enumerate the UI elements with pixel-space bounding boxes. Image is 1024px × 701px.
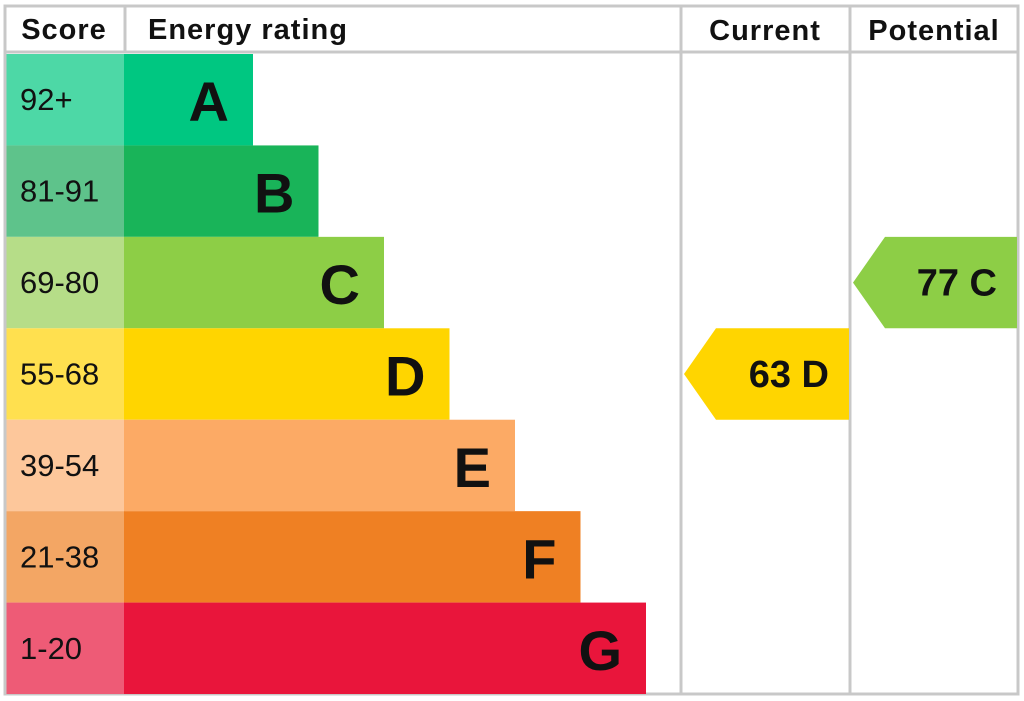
rating-letter: G — [578, 619, 622, 682]
score-range: 92+ — [20, 82, 73, 117]
rating-bar — [124, 602, 646, 695]
header-current: Current — [709, 15, 821, 47]
rating-bar — [124, 145, 319, 237]
rating-letter: C — [320, 253, 360, 316]
potential-rating: C — [970, 263, 997, 305]
potential-label: 77 C — [917, 263, 997, 305]
score-range: 69-80 — [20, 265, 99, 300]
rating-letter: D — [385, 345, 425, 408]
score-cell — [6, 602, 125, 695]
score-range: 39-54 — [20, 448, 99, 483]
current-score: 63 — [749, 354, 791, 396]
rating-bar — [124, 328, 450, 420]
rating-letter: E — [454, 436, 491, 499]
rating-bar — [124, 419, 515, 512]
header-score: Score — [21, 14, 107, 46]
rating-bar — [124, 511, 581, 603]
score-cell — [6, 511, 125, 603]
score-range: 55-68 — [20, 357, 99, 392]
score-range: 21-38 — [20, 539, 99, 574]
rating-bar — [124, 236, 384, 329]
current-rating: D — [802, 354, 829, 396]
rating-letter: F — [522, 527, 556, 590]
score-cell — [6, 145, 125, 237]
rating-letter: B — [254, 162, 294, 225]
header-energy: Energy rating — [148, 14, 348, 46]
rating-letter: A — [189, 70, 229, 133]
score-cell — [6, 54, 125, 146]
current-arrow — [684, 328, 849, 420]
score-cell — [6, 419, 125, 512]
current-label: 63 D — [749, 354, 829, 396]
potential-arrow — [853, 236, 1017, 329]
rating-bar — [124, 54, 253, 146]
score-cell — [6, 328, 125, 420]
header-potential: Potential — [868, 15, 999, 47]
score-range: 1-20 — [20, 631, 82, 666]
score-range: 81-91 — [20, 174, 99, 209]
potential-score: 77 — [917, 263, 959, 305]
score-cell — [6, 236, 125, 329]
